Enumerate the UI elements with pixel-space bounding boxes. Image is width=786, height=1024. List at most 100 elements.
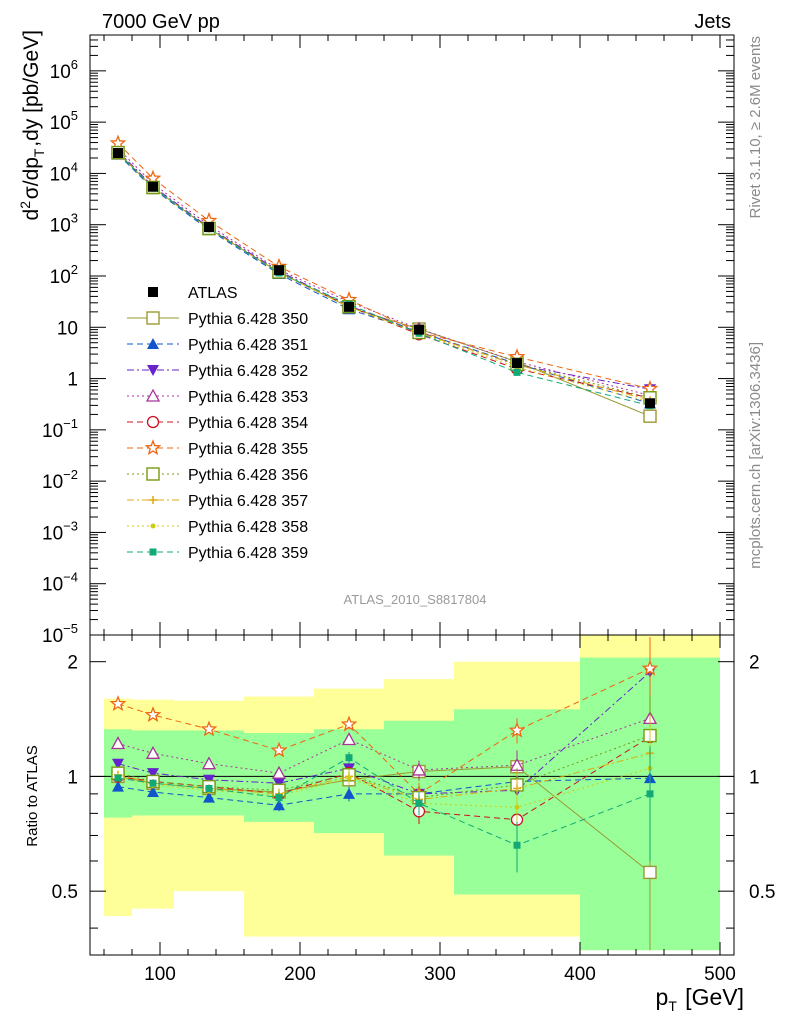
series-main-line xyxy=(117,148,651,396)
legend-marker xyxy=(147,338,159,349)
series-ratio-marker xyxy=(275,794,283,802)
legend-entry: Pythia 6.428 351 xyxy=(127,337,308,354)
series-ratio-marker xyxy=(273,799,285,811)
series-ratio-marker xyxy=(109,695,127,712)
y-tick-label: 106 xyxy=(50,57,78,83)
legend-marker xyxy=(146,311,160,325)
main-frame xyxy=(89,34,735,636)
x-tick-label: 200 xyxy=(284,964,316,985)
legend-label: Pythia 6.428 353 xyxy=(188,389,308,406)
series-main xyxy=(112,146,656,396)
data-point xyxy=(645,398,655,409)
uncertainty-bands xyxy=(104,635,720,951)
ratio-y-tick-label-right: 2 xyxy=(749,653,760,674)
side-text-generator: Rivet 3.1.10, ≥ 2.6M events xyxy=(747,36,764,219)
series-main-line xyxy=(117,154,651,404)
legend-entry: Pythia 6.428 355 xyxy=(127,439,308,458)
legend-entry: Pythia 6.428 356 xyxy=(127,467,308,484)
legend-label: Pythia 6.428 354 xyxy=(188,415,308,432)
x-tick-label: 100 xyxy=(144,964,176,985)
watermark: ATLAS_2010_S8817804 xyxy=(344,592,487,607)
data-point xyxy=(204,222,214,233)
legend-entry: Pythia 6.428 352 xyxy=(127,363,308,380)
series-ratio-marker xyxy=(203,791,215,803)
y-tick-label: 103 xyxy=(50,211,78,237)
main-panel: 10−5 10−4 10−3 10−2 10−1 1 10 102 103 104 105 106 A… xyxy=(42,34,735,647)
series-ratio-marker xyxy=(205,784,213,792)
legend-marker xyxy=(144,439,162,456)
series-ratio-marker xyxy=(112,780,124,792)
series-ratio-line xyxy=(117,757,651,846)
series-ratio-marker xyxy=(144,706,162,723)
series-ratio-marker xyxy=(415,799,423,807)
series-main-marker xyxy=(513,368,521,376)
legend-label: Pythia 6.428 356 xyxy=(188,467,308,484)
y-tick-label: 105 xyxy=(50,108,78,134)
main-y-axis-label: d2 σ/dpT ,dy [pb/GeV] xyxy=(17,30,47,220)
series-main xyxy=(110,141,658,402)
series-ratio-marker xyxy=(110,736,126,750)
ratio-y-tick-label: 1 xyxy=(67,767,78,788)
data-point xyxy=(344,301,354,312)
legend-marker xyxy=(146,467,160,481)
y-tick-label: 10−1 xyxy=(42,416,78,442)
series-ratio-marker xyxy=(343,787,355,799)
series-ratio-marker xyxy=(641,659,659,676)
series-ratio-marker xyxy=(411,762,427,776)
legend-entry: Pythia 6.428 350 xyxy=(127,311,308,328)
legend-entry: ATLAS xyxy=(148,285,238,302)
legend-label: Pythia 6.428 358 xyxy=(188,519,308,536)
y-tick-label: 102 xyxy=(50,262,78,288)
series-ratio-line xyxy=(117,667,651,795)
legend-marker xyxy=(149,548,157,556)
series-ratio-marker xyxy=(112,758,124,770)
series-ratio-marker xyxy=(643,865,657,880)
legend-entry: Pythia 6.428 354 xyxy=(127,415,308,432)
x-axis-label: pT [GeV] xyxy=(656,984,744,1014)
series-ratio-marker xyxy=(147,786,159,798)
series-main-line xyxy=(117,152,651,407)
data-point xyxy=(512,358,522,369)
series-ratio-marker xyxy=(508,721,526,738)
series-ratio-marker xyxy=(514,804,520,810)
series-ratio-marker xyxy=(341,732,357,746)
series-ratio-line xyxy=(117,671,651,795)
y-tick-label: 104 xyxy=(50,159,78,185)
y-tick-label: 10−5 xyxy=(42,621,78,647)
legend-label: Pythia 6.428 350 xyxy=(188,311,308,328)
ratio-y-tick-label: 0.5 xyxy=(52,882,78,903)
ratio-y-axis-label: Ratio to ATLAS xyxy=(24,745,41,846)
legend-label: Pythia 6.428 359 xyxy=(188,545,308,562)
x-tick-label: 300 xyxy=(424,964,456,985)
header-observable: Jets xyxy=(694,11,731,33)
legend-entry: Pythia 6.428 357 xyxy=(127,493,308,510)
series-ratio xyxy=(114,746,654,873)
data-point xyxy=(414,324,424,335)
series-ratio-marker xyxy=(345,754,353,762)
y-tick-label: 10−3 xyxy=(42,518,78,544)
ratio-panel: 100 200 300 400 500 0.5 0.5 1 1 2 2 xyxy=(52,634,775,985)
ratio-x-ticks: 100 200 300 400 500 xyxy=(103,635,736,985)
ratio-y-tick-label-right: 1 xyxy=(749,767,760,788)
series-main-line xyxy=(117,142,651,390)
legend-marker xyxy=(145,388,161,402)
series-main xyxy=(109,134,659,396)
series-ratio-marker xyxy=(149,779,157,787)
data-point xyxy=(148,181,158,192)
series-ratio-marker xyxy=(201,756,217,770)
ratio-y-ticks: 0.5 0.5 1 1 2 2 xyxy=(52,653,775,929)
ratio-y-tick-label-right: 0.5 xyxy=(749,882,775,903)
legend-label: Pythia 6.428 351 xyxy=(188,337,308,354)
series-ratio-marker xyxy=(114,774,122,782)
legend-label: ATLAS xyxy=(188,285,238,302)
series-main-marker xyxy=(643,409,657,423)
legend-marker xyxy=(146,415,160,429)
side-text-source: mcplots.cern.ch [arXiv:1306.3436] xyxy=(747,342,764,569)
series-ratio-line xyxy=(117,767,651,808)
series-ratio-marker xyxy=(346,775,352,781)
series-ratio-marker xyxy=(270,741,288,758)
series-ratio-marker xyxy=(513,841,521,849)
x-tick-label: 400 xyxy=(564,964,596,985)
legend-label: Pythia 6.428 357 xyxy=(188,493,308,510)
